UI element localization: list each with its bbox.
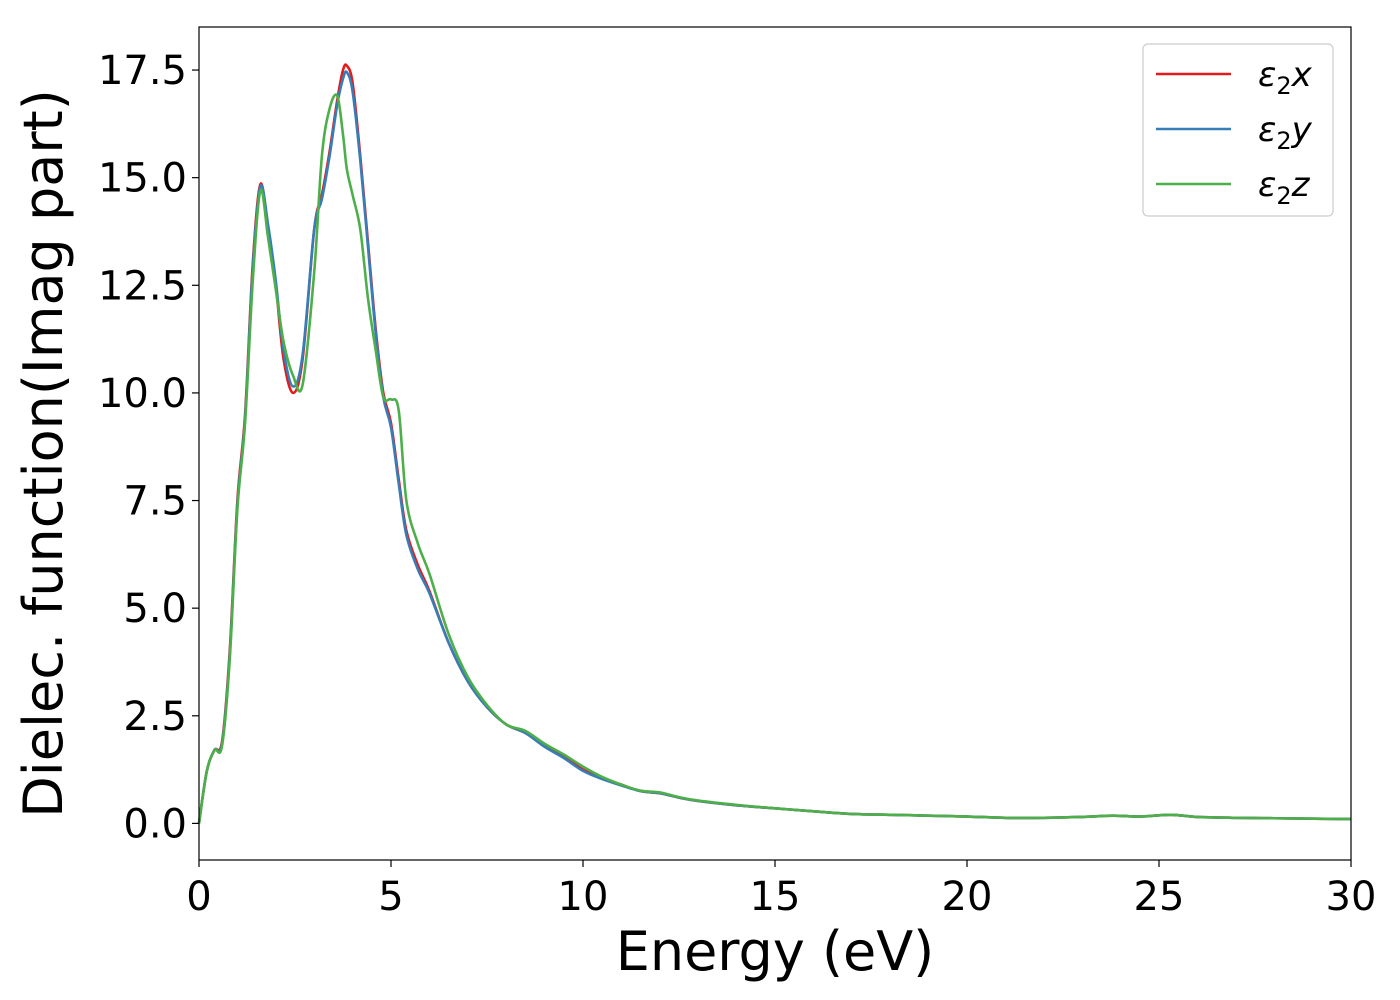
legend-label-x: ε2x bbox=[1258, 55, 1313, 100]
y-axis: 0.0 2.5 5.0 7.5 10.0 12.5 15.0 17.5 bbox=[98, 48, 199, 847]
legend-label-y: ε2y bbox=[1258, 110, 1313, 155]
legend-label-suffix: x bbox=[1291, 55, 1313, 95]
y-tick-label: 12.5 bbox=[98, 263, 187, 309]
x-tick-label: 5 bbox=[378, 874, 403, 920]
y-tick-label: 5.0 bbox=[123, 586, 187, 632]
x-tick-label: 0 bbox=[186, 874, 211, 920]
legend-box bbox=[1142, 43, 1334, 217]
y-tick-label: 17.5 bbox=[98, 48, 187, 94]
y-tick-label: 0.0 bbox=[123, 801, 187, 847]
legend-label-z: ε2z bbox=[1258, 165, 1311, 210]
y-tick-label: 7.5 bbox=[123, 479, 187, 525]
series-layer bbox=[197, 63, 1352, 824]
y-tick-label: 10.0 bbox=[98, 371, 187, 417]
legend-label-subscript: 2 bbox=[1276, 182, 1291, 210]
x-tick-label: 30 bbox=[1326, 874, 1377, 920]
y-tick-label: 2.5 bbox=[123, 694, 187, 740]
legend-label-base: ε bbox=[1258, 165, 1276, 205]
x-tick-label: 15 bbox=[750, 874, 801, 920]
legend-label-subscript: 2 bbox=[1276, 127, 1291, 155]
legend-label-suffix: z bbox=[1291, 165, 1311, 205]
series-line-z bbox=[197, 93, 1352, 824]
legend-label-base: ε bbox=[1258, 110, 1276, 150]
legend-label-suffix: y bbox=[1291, 110, 1313, 150]
x-tick-label: 25 bbox=[1134, 874, 1185, 920]
y-tick-label: 15.0 bbox=[98, 156, 187, 202]
x-tick-label: 10 bbox=[558, 874, 609, 920]
legend-label-base: ε bbox=[1258, 55, 1276, 95]
x-axis: 0 5 10 15 20 25 30 bbox=[186, 860, 1376, 920]
x-tick-label: 20 bbox=[942, 874, 993, 920]
y-axis-label: Dielec. function(Imag part) bbox=[12, 89, 75, 818]
legend-label-subscript: 2 bbox=[1276, 72, 1291, 100]
x-axis-label: Energy (eV) bbox=[616, 920, 935, 983]
